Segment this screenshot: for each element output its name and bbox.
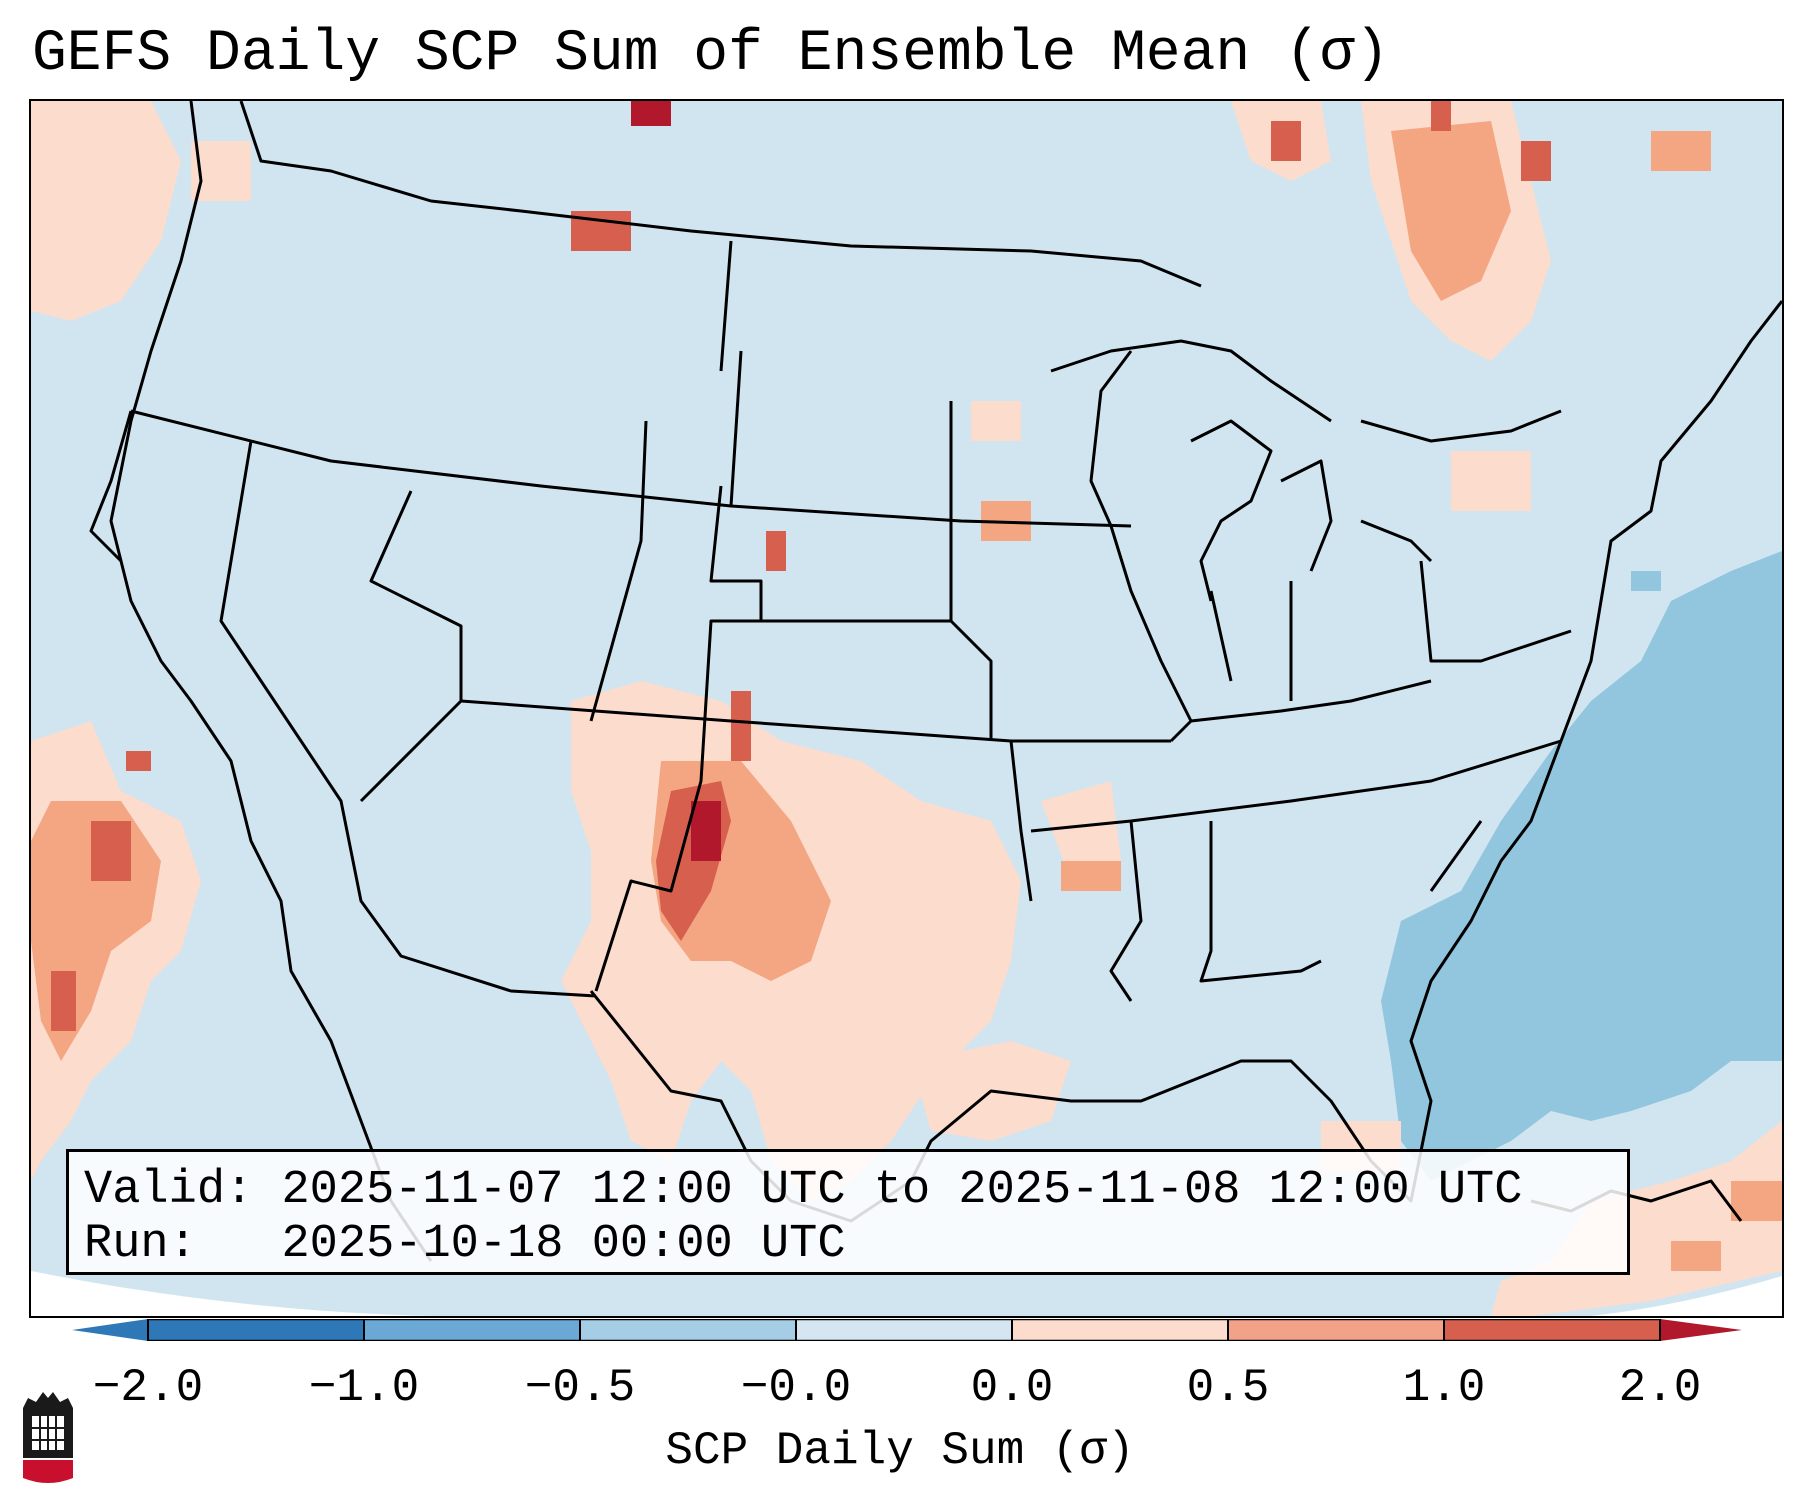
colorbar xyxy=(72,1319,1742,1341)
atlantic-negative-anomaly xyxy=(1381,551,1782,1181)
valid-label: Valid: xyxy=(84,1164,254,1217)
colorbar-tick-label: 0.5 xyxy=(1186,1362,1270,1414)
map-panel xyxy=(29,99,1784,1318)
southern-plains-anomaly xyxy=(561,531,1121,1201)
map-svg xyxy=(31,101,1782,1316)
colorbar-label: SCP Daily Sum (σ) xyxy=(665,1425,1135,1477)
colorbar-extend-high xyxy=(1660,1319,1742,1341)
colorbar-tick-label: 2.0 xyxy=(1618,1362,1702,1414)
niu-logo-icon xyxy=(23,1392,73,1483)
colorbar-segment xyxy=(1228,1319,1444,1341)
colorbar-segment xyxy=(1444,1319,1660,1341)
colorbar-extend-low xyxy=(72,1319,148,1341)
page-title: GEFS Daily SCP Sum of Ensemble Mean (σ) xyxy=(32,22,1390,87)
valid-run-info-box: Valid: 2025-11-07 12:00 UTC to 2025-11-0… xyxy=(66,1149,1630,1275)
colorbar-tick-label: −2.0 xyxy=(92,1362,204,1414)
run-label: Run: xyxy=(84,1218,197,1271)
colorbar-tick-label: −0.0 xyxy=(740,1362,852,1414)
colorbar-tick-label: −1.0 xyxy=(308,1362,420,1414)
valid-value: 2025-11-07 12:00 UTC to 2025-11-08 12:00… xyxy=(281,1164,1523,1217)
run-value: 2025-10-18 00:00 UTC xyxy=(281,1218,846,1271)
colorbar-segment xyxy=(148,1319,364,1341)
pacific-positive-anomaly xyxy=(31,101,251,1181)
colorbar-segment xyxy=(364,1319,580,1341)
state-borders xyxy=(89,101,1572,1002)
colorbar-segment xyxy=(1012,1319,1228,1341)
projection-edge-left xyxy=(31,1271,431,1316)
projection-edge-right xyxy=(1591,1276,1782,1316)
colorbar-ticks xyxy=(147,1319,1661,1341)
colorbar-segment xyxy=(580,1319,796,1341)
colorbar-tick-label: 1.0 xyxy=(1402,1362,1486,1414)
colorbar-segment xyxy=(796,1319,1012,1341)
colorbar-tick-label: 0.0 xyxy=(970,1362,1054,1414)
colorbar-tick-label: −0.5 xyxy=(524,1362,636,1414)
canada-positive-anomaly xyxy=(571,101,1711,541)
